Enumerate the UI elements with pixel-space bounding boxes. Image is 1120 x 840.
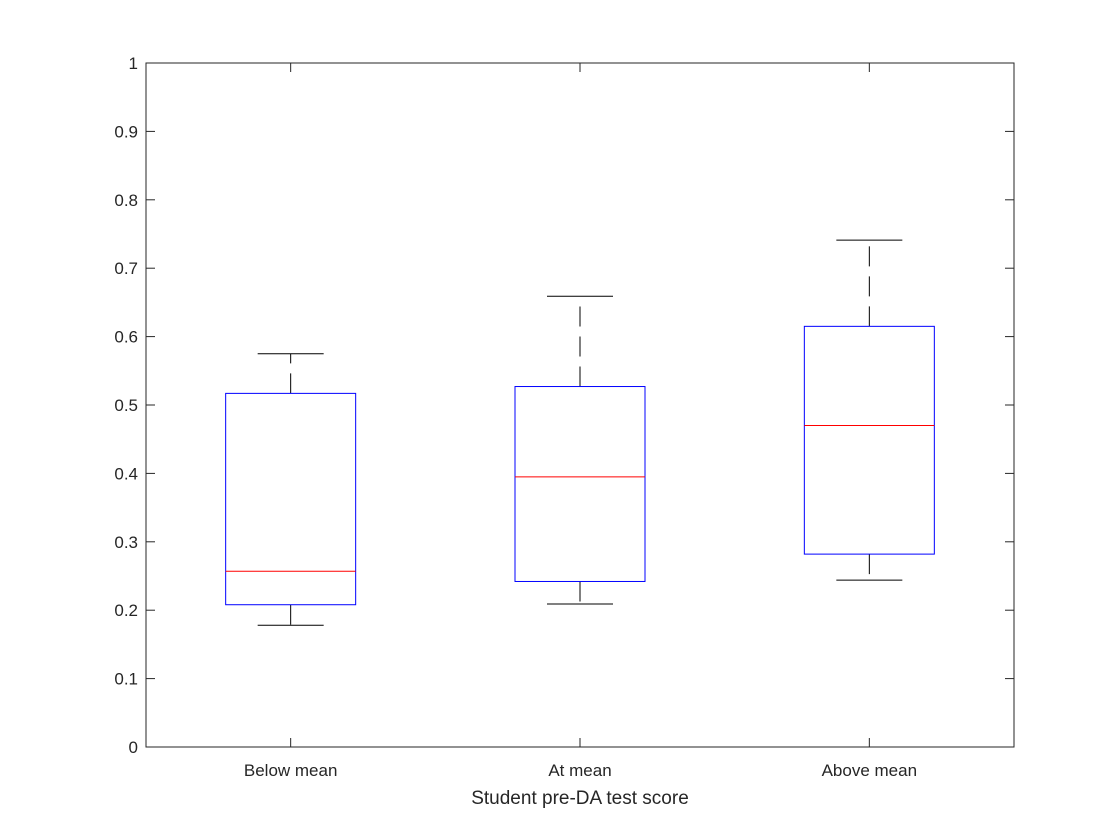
interquartile-box [225,392,357,606]
y-tick-label: 0.7 [114,259,138,278]
interquartile-box [514,386,646,582]
y-tick-label: 0.6 [114,328,138,347]
x-axis-title: Student pre-DA test score [471,788,689,809]
x-tick-label: At mean [548,761,611,780]
interquartile-box [803,325,935,555]
box-1 [514,295,646,605]
x-axis: Below mean At mean Above mean [244,63,917,780]
y-tick-label: 0.1 [114,670,138,689]
y-tick-label: 0.5 [114,396,138,415]
y-tick-label: 0.3 [114,533,138,552]
x-tick-label: Below mean [244,761,338,780]
box-0 [225,353,357,626]
y-axis: 0 0.1 0.2 0.3 0.4 0.5 0.6 0.7 0.8 0.9 1 [114,54,1014,757]
boxes-group [225,239,935,626]
y-tick-label: 0.2 [114,601,138,620]
y-tick-label: 1 [129,54,138,73]
plot-area-frame [145,62,1015,748]
y-tick-label: 0.8 [114,191,138,210]
y-tick-label: 0.9 [114,122,138,141]
x-tick-label: Above mean [822,761,917,780]
box-2 [803,239,935,581]
y-tick-label: 0 [129,738,138,757]
y-tick-label: 0.4 [114,464,138,483]
